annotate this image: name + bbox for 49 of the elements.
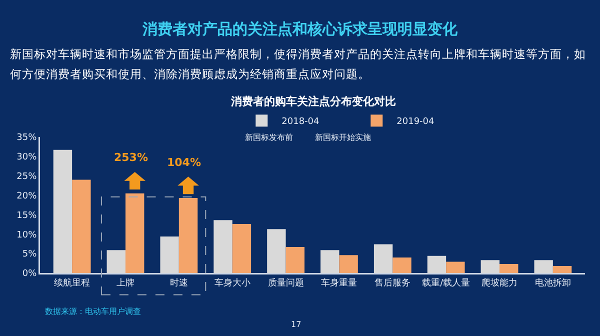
x-tick-label: 车身重量 <box>321 277 358 288</box>
bar <box>534 260 553 273</box>
legend-label: 2019-04 <box>396 117 435 128</box>
annotation: 新国标开始实施 <box>315 133 371 142</box>
bar <box>267 229 286 273</box>
bar <box>125 193 144 273</box>
y-tick-label: 10% <box>16 230 38 240</box>
y-tick-label: 0% <box>22 269 38 280</box>
x-tick-label: 质量问题 <box>268 277 304 288</box>
bar <box>392 257 412 273</box>
bar <box>374 244 393 273</box>
bar <box>232 224 252 273</box>
legend-label: 2018-04 <box>282 117 320 128</box>
bar <box>339 255 358 273</box>
x-tick-label: 爬坡能力 <box>482 277 518 288</box>
y-tick-label: 15% <box>16 210 38 221</box>
annotation: 新国标发布前 <box>245 133 293 142</box>
text: 17 <box>291 320 302 329</box>
chart-subtitle: 新国标对车辆时速和市场监管方面提出严格限制，使得消费者对产品的关注点转向上牌和车辆时速等方面，如何方便消费者购买和使用、消除消费顾虑成为经销商重点应对问题。 <box>10 46 587 83</box>
annotation: 104% <box>167 156 201 169</box>
bar <box>552 266 572 273</box>
x-tick-label: 续航里程 <box>54 277 90 288</box>
bar <box>446 262 465 273</box>
text: 消费者的购车关注点分布变化对比 <box>230 95 396 108</box>
bar <box>320 250 340 273</box>
bar <box>106 250 126 273</box>
bar <box>286 246 304 273</box>
y-tick-label: 5% <box>22 250 38 260</box>
bar <box>178 198 198 273</box>
source-note: 数据来源：电动车用户调查 <box>45 307 141 316</box>
x-tick-label: 售后服务 <box>374 277 411 288</box>
annotation: 253% <box>114 151 148 164</box>
x-tick-label: 车身大小 <box>214 277 250 288</box>
x-tick-label: 时速 <box>170 277 188 288</box>
y-tick-label: 35% <box>16 133 38 144</box>
bar <box>480 260 500 273</box>
bar <box>500 264 518 273</box>
y-tick-label: 30% <box>16 152 38 163</box>
x-tick-label: 电池拆卸 <box>534 277 571 288</box>
bar <box>53 150 72 273</box>
x-tick-label: 载重/载人量 <box>422 277 470 288</box>
y-tick-label: 25% <box>16 172 38 182</box>
chart-title: 消费者对产品的关注点和核心诉求呈现明显变化 <box>142 20 458 39</box>
bar <box>214 220 232 273</box>
x-tick-label: 上牌 <box>116 277 134 288</box>
bar <box>427 256 446 273</box>
y-tick-label: 20% <box>16 191 38 202</box>
bar <box>72 180 91 273</box>
bar <box>160 236 179 273</box>
